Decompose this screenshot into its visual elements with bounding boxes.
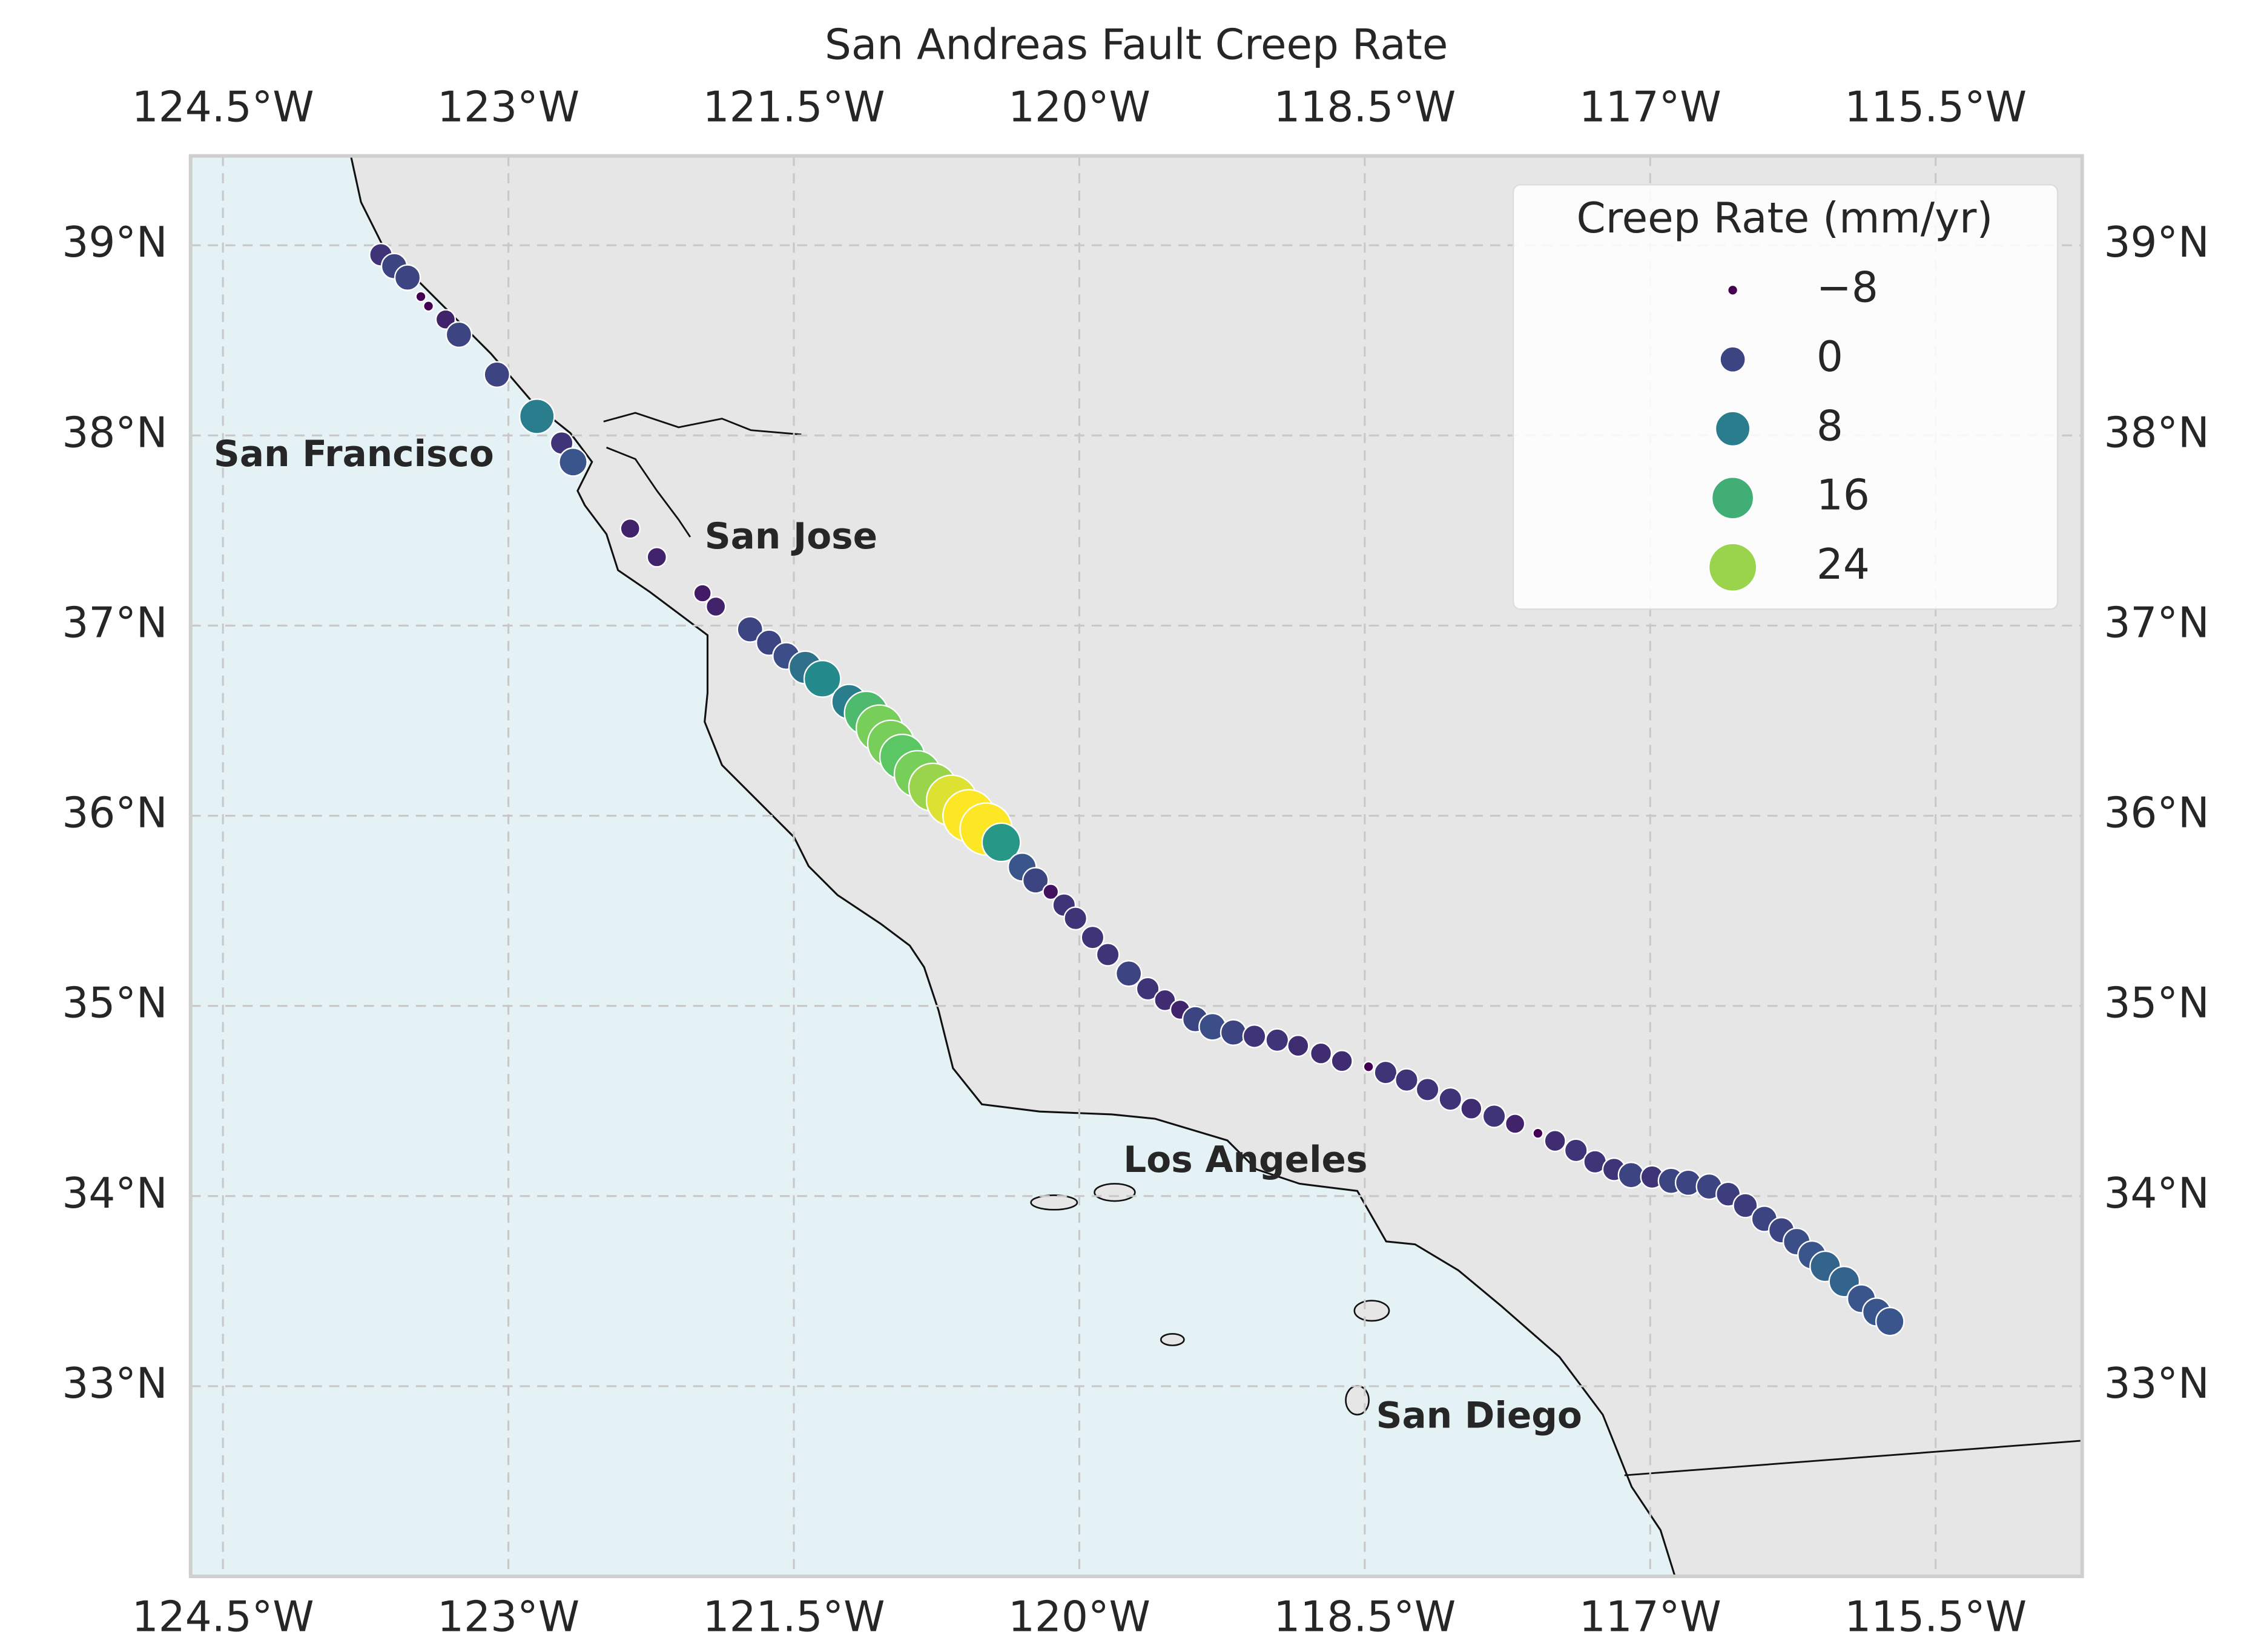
y-tick-label: 38°N — [62, 409, 167, 457]
x-tick-label: 120°W — [1008, 83, 1150, 131]
fault-point — [558, 447, 588, 477]
fault-point — [1115, 960, 1143, 987]
fault-point — [1135, 976, 1160, 1001]
fault-point — [981, 822, 1021, 863]
fault-point — [1543, 1130, 1566, 1153]
city-label: San Francisco — [214, 433, 494, 475]
fault-point — [619, 518, 641, 539]
fault-point — [1504, 1113, 1526, 1134]
legend-label: 8 — [1817, 402, 1843, 450]
legend — [1512, 184, 2059, 610]
legend-title: Creep Rate (mm/yr) — [1576, 194, 1993, 243]
x-tick-label: 124.5°W — [132, 1593, 314, 1642]
y-tick-label: 39°N — [2104, 219, 2209, 267]
fault-point — [1532, 1127, 1544, 1139]
x-tick-label: 117°W — [1579, 1593, 1721, 1642]
legend-marker — [1727, 284, 1739, 296]
fault-point — [803, 660, 842, 698]
fault-point — [693, 584, 712, 603]
x-tick-label: 121.5°W — [703, 1593, 885, 1642]
x-tick-label: 120°W — [1008, 1593, 1150, 1642]
fault-point — [1362, 1061, 1375, 1073]
fault-point — [1563, 1138, 1588, 1163]
x-tick-label: 115.5°W — [1844, 1593, 2027, 1642]
fault-point — [1021, 867, 1049, 894]
city-label: Los Angeles — [1123, 1139, 1367, 1181]
legend-marker — [1719, 346, 1746, 374]
legend-marker — [1708, 542, 1758, 592]
fault-point — [1373, 1060, 1398, 1085]
fault-point — [1875, 1306, 1905, 1337]
frame — [188, 154, 2084, 1579]
fault-point — [519, 398, 555, 435]
legend-marker — [1711, 476, 1755, 520]
fault-point — [1287, 1035, 1310, 1058]
y-tick-label: 33°N — [62, 1360, 167, 1408]
fault-point — [1732, 1193, 1758, 1219]
fault-point — [1242, 1024, 1267, 1048]
x-tick-label: 117°W — [1579, 83, 1721, 131]
fault-point — [394, 264, 421, 291]
x-tick-label: 123°W — [437, 83, 579, 131]
fault-point — [1460, 1097, 1483, 1120]
fault-point — [1394, 1068, 1419, 1093]
fault-point — [1438, 1087, 1463, 1111]
fault-point — [1042, 883, 1060, 901]
legend-marker — [1714, 410, 1751, 447]
legend-label: −8 — [1817, 263, 1878, 312]
fault-point — [1617, 1162, 1645, 1189]
y-tick-label: 34°N — [2104, 1170, 2209, 1218]
fault-point — [1265, 1028, 1290, 1053]
fault-point — [1220, 1019, 1247, 1046]
fault-point — [1415, 1077, 1440, 1102]
fault-point — [445, 321, 473, 349]
bay-shore — [603, 412, 802, 538]
x-tick-label: 118.5°W — [1273, 1593, 1456, 1642]
chart-title: San Andreas Fault Creep Rate — [825, 21, 1448, 70]
fault-point — [423, 300, 435, 312]
fault-point — [483, 361, 511, 389]
city-label: San Diego — [1376, 1395, 1582, 1436]
y-tick-label: 37°N — [62, 599, 167, 647]
x-tick-label: 124.5°W — [132, 83, 314, 131]
y-tick-label: 34°N — [62, 1170, 167, 1218]
border — [1624, 1440, 2082, 1476]
x-tick-label: 118.5°W — [1273, 83, 1456, 131]
legend-label: 24 — [1817, 541, 1870, 589]
fault-point — [415, 291, 427, 303]
legend-label: 16 — [1817, 472, 1870, 520]
fault-point — [1080, 925, 1105, 950]
y-tick-label: 35°N — [62, 979, 167, 1028]
y-tick-label: 38°N — [2104, 409, 2209, 457]
city-label: San Jose — [705, 516, 877, 558]
y-tick-label: 35°N — [2104, 979, 2209, 1028]
y-tick-label: 37°N — [2104, 599, 2209, 647]
fault-point — [736, 616, 764, 643]
x-tick-label: 123°W — [437, 1593, 579, 1642]
x-tick-label: 121.5°W — [703, 83, 885, 131]
y-tick-label: 33°N — [2104, 1360, 2209, 1408]
fault-point — [1095, 942, 1120, 967]
fault-point — [1330, 1050, 1353, 1073]
fault-point — [1482, 1104, 1507, 1128]
y-tick-label: 36°N — [2104, 789, 2209, 838]
legend-label: 0 — [1817, 333, 1843, 381]
fault-point — [1154, 989, 1177, 1012]
fault-point — [1309, 1042, 1333, 1065]
fault-point — [705, 596, 727, 617]
y-tick-label: 39°N — [62, 219, 167, 267]
x-tick-label: 115.5°W — [1844, 83, 2027, 131]
fault-point — [646, 547, 667, 568]
y-tick-label: 36°N — [62, 789, 167, 838]
fault-point — [1063, 906, 1088, 931]
